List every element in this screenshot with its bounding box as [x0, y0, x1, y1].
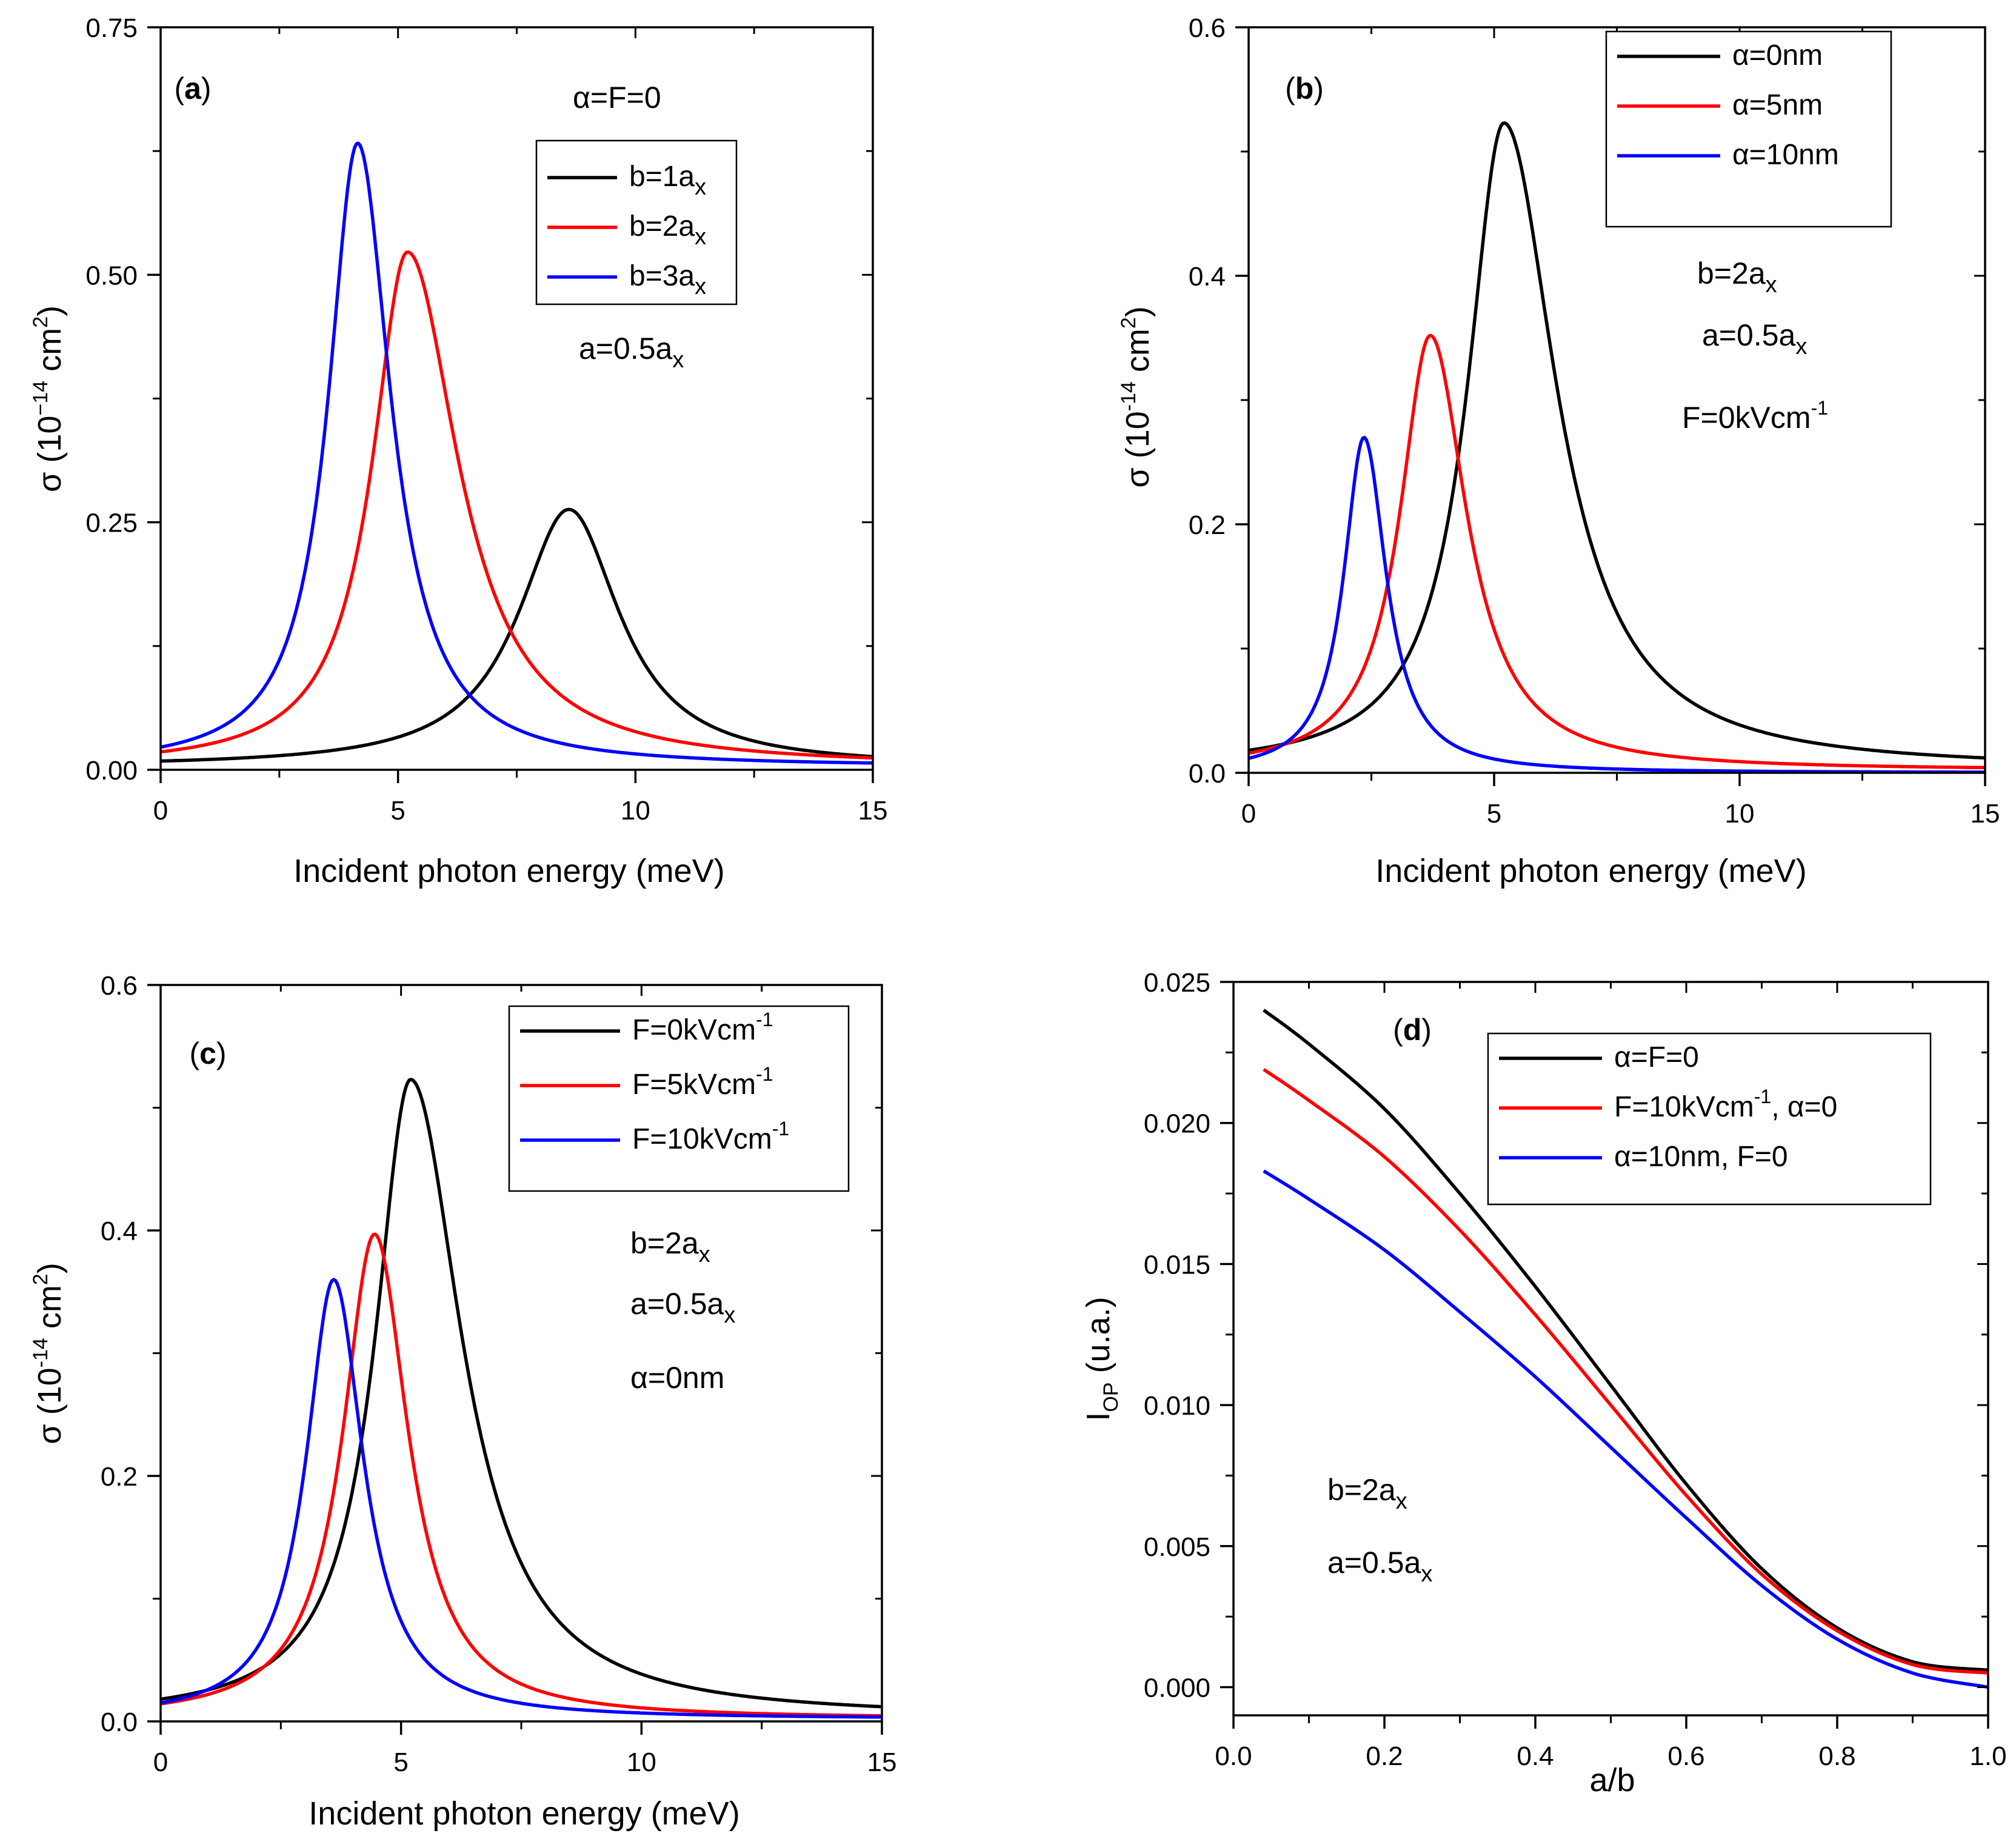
- legend-entry: α=F=0: [1614, 1041, 1699, 1073]
- x-tick-label: 0: [153, 1747, 168, 1777]
- series-line-d-2: [1263, 1169, 1988, 1689]
- series-line-b-0: [1249, 121, 1985, 760]
- legend-box: [1605, 30, 1892, 228]
- annotation: b=2ax: [1327, 1473, 1407, 1514]
- y-axis-title: σ (10-14 cm2): [29, 1263, 68, 1444]
- annotation: b=2ax: [1697, 256, 1777, 298]
- y-tick-label: 0.00: [85, 756, 138, 786]
- y-tick-label: 0.010: [1144, 1391, 1210, 1421]
- x-tick-label: 0: [153, 796, 168, 826]
- annotation: a=0.5ax: [1702, 318, 1807, 359]
- x-tick-label: 10: [1725, 799, 1755, 829]
- annotation: b=2ax: [630, 1226, 710, 1267]
- y-tick-label: 0.4: [1189, 262, 1226, 292]
- panel-letter: (a): [174, 72, 211, 105]
- legend-entry: α=5nm: [1732, 89, 1823, 121]
- panel-letter: (d): [1393, 1013, 1432, 1047]
- x-axis-title: Incident photon energy (meV): [1375, 853, 1806, 889]
- x-tick-label: 0.4: [1517, 1741, 1554, 1771]
- y-tick-label: 0.50: [85, 261, 138, 290]
- x-tick-label: 0.2: [1366, 1741, 1403, 1771]
- y-tick-label: 0.4: [101, 1217, 138, 1246]
- legend-entry: F=5kVcm-1: [632, 1063, 773, 1101]
- panel-d: 0.0 0.2 0.4 0.6 0.8 1.0 0.000 0.005 0.010 0.015 0.…: [1080, 968, 2007, 1798]
- legend-entry: F=10kVcm-1: [632, 1118, 789, 1155]
- legend: α=0nm α=5nm α=10nm: [1605, 30, 1892, 228]
- x-tick-label: 5: [393, 1747, 408, 1777]
- panel-a: 0 5 10 15 0.00 0.25 0.50 0.75 Incident photon en…: [29, 13, 887, 889]
- x-tick-label: 15: [858, 796, 888, 826]
- x-axis-title: Incident photon energy (meV): [293, 853, 724, 889]
- legend-box: [1487, 1032, 1932, 1206]
- plot-frame: [159, 26, 874, 771]
- x-tick-label: 1.0: [1969, 1741, 2006, 1771]
- series-line-b-1: [1249, 333, 1985, 770]
- legend-entry: α=10nm: [1732, 139, 1839, 171]
- x-tick-label: 5: [390, 796, 405, 826]
- legend: F=0kVcm-1 F=5kVcm-1 F=10kVcm-1: [508, 1005, 850, 1192]
- y-tick-label: 0.75: [85, 13, 138, 43]
- annotation: a=0.5ax: [1327, 1546, 1432, 1587]
- x-tick-label: 10: [627, 1747, 656, 1777]
- x-tick-label: 0: [1241, 799, 1256, 829]
- annotation: a=0.5ax: [579, 332, 684, 373]
- legend-entry: α=0nm: [1732, 39, 1823, 72]
- series-line-d-0: [1263, 1009, 1988, 1672]
- annotation: α=0nm: [630, 1361, 724, 1395]
- x-tick-label: 0.8: [1818, 1741, 1855, 1771]
- legend: b=1ax b=2ax b=3ax: [535, 139, 738, 305]
- series-line-b-2: [1249, 436, 1985, 773]
- series-line-a-2: [161, 141, 873, 765]
- legend-entry: F=10kVcm-1, α=0: [1614, 1086, 1837, 1123]
- legend: α=F=0 F=10kVcm-1, α=0 α=10nm, F=0: [1487, 1032, 1932, 1206]
- series-line-a-0: [161, 507, 873, 763]
- y-tick-label: 0.25: [85, 509, 138, 538]
- x-tick-label: 0.6: [1667, 1741, 1704, 1771]
- y-tick-label: 0.2: [1189, 510, 1226, 540]
- x-tick-label: 5: [1487, 799, 1501, 829]
- series-line-c-2: [161, 1278, 882, 1719]
- annotation: α=F=0: [573, 81, 661, 115]
- legend-entry: α=10nm, F=0: [1614, 1141, 1788, 1173]
- legend-entry: b=2ax: [629, 210, 706, 250]
- annotation: F=0kVcm-1: [1682, 397, 1828, 435]
- y-tick-label: 0.2: [101, 1462, 138, 1492]
- legend-box: [508, 1005, 850, 1192]
- y-tick-label: 0.6: [101, 971, 138, 1001]
- panel-c: 0 5 10 15 0.0 0.2 0.4 0.6 Incident photon energy…: [29, 971, 896, 1832]
- x-tick-label: 15: [867, 1747, 897, 1777]
- series-line-d-1: [1263, 1068, 1988, 1675]
- y-axis-title: IOP (u.a.): [1080, 1297, 1123, 1421]
- y-tick-label: 0.0: [101, 1707, 138, 1737]
- series-line-c-0: [161, 1078, 882, 1709]
- x-tick-label: 10: [621, 796, 650, 826]
- y-axis-title: σ (10-14 cm2): [1117, 306, 1156, 487]
- x-axis-title: a/b: [1589, 1762, 1635, 1798]
- y-tick-label: 0.6: [1189, 13, 1226, 43]
- y-tick-label: 0.000: [1144, 1673, 1210, 1703]
- x-tick-label: 15: [1971, 799, 2000, 829]
- legend-entry: b=1ax: [629, 161, 706, 200]
- series-line-a-1: [161, 250, 873, 760]
- y-axis-title: σ (10−14 cm2): [29, 305, 68, 492]
- y-tick-label: 0.015: [1144, 1250, 1210, 1280]
- annotation: a=0.5ax: [630, 1287, 735, 1328]
- y-tick-label: 0.0: [1189, 759, 1226, 789]
- y-tick-label: 0.020: [1144, 1109, 1210, 1139]
- panel-b: 0 5 10 15 0.0 0.2 0.4 0.6 Incident photon energy…: [1117, 13, 2000, 889]
- panel-letter: (c): [189, 1036, 226, 1070]
- y-tick-label: 0.025: [1144, 968, 1210, 998]
- series-line-c-1: [161, 1232, 882, 1718]
- y-tick-label: 0.005: [1144, 1532, 1210, 1562]
- x-tick-label: 0.0: [1215, 1741, 1252, 1771]
- x-axis-title: Incident photon energy (meV): [309, 1795, 739, 1832]
- legend-entry: b=3ax: [629, 260, 706, 299]
- panel-letter: (b): [1285, 72, 1324, 105]
- legend-entry: F=0kVcm-1: [632, 1009, 773, 1046]
